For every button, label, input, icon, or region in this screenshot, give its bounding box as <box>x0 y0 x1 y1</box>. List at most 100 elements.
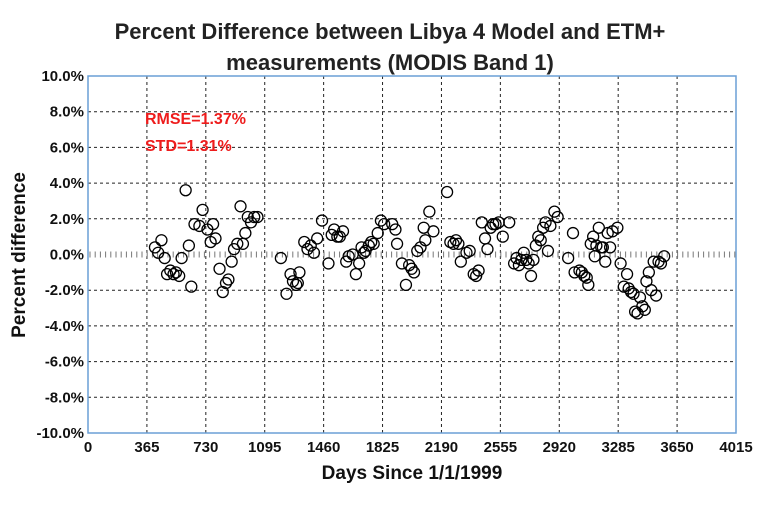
chart-title-line1: Percent Difference between Libya 4 Model… <box>115 19 666 44</box>
data-point <box>544 219 557 233</box>
data-point <box>527 253 540 267</box>
y-tick-label: 10.0% <box>41 68 84 85</box>
data-point <box>222 273 235 286</box>
data-point <box>284 267 297 281</box>
data-point <box>175 251 188 265</box>
data-point <box>293 266 306 279</box>
std-annotation: STD=1.31% <box>145 138 232 155</box>
y-axis-label: Percent difference <box>9 172 30 338</box>
data-point <box>169 266 183 279</box>
data-point <box>322 257 335 270</box>
data-point <box>280 287 293 300</box>
data-point <box>427 225 440 238</box>
data-point <box>478 232 492 245</box>
data-point <box>496 230 509 243</box>
data-point <box>638 303 651 316</box>
data-point <box>582 278 595 291</box>
x-tick-label: 4015 <box>719 439 752 456</box>
data-point <box>447 237 460 250</box>
y-tick-label: 6.0% <box>50 139 84 156</box>
x-tick-label: 3650 <box>660 439 693 456</box>
y-tick-label: -8.0% <box>45 389 84 406</box>
data-point <box>219 276 233 290</box>
data-point <box>298 235 311 249</box>
data-point <box>536 221 550 234</box>
data-point <box>173 269 186 283</box>
data-point <box>658 250 671 263</box>
x-tick-label: 0 <box>84 439 92 456</box>
plot-area-border <box>87 75 737 434</box>
data-point <box>534 234 547 247</box>
data-point <box>355 241 368 254</box>
data-point <box>231 237 244 250</box>
y-tick-label: 8.0% <box>50 104 84 121</box>
data-point <box>325 228 338 242</box>
data-point <box>603 241 617 254</box>
data-point <box>378 218 391 231</box>
x-tick-label: 1460 <box>307 439 340 456</box>
data-point <box>274 251 288 265</box>
data-point <box>620 267 634 281</box>
data-point <box>633 291 647 304</box>
data-point <box>216 285 229 299</box>
data-point <box>315 214 329 227</box>
data-point <box>599 255 612 268</box>
data-point <box>340 255 353 268</box>
y-tick-label: -10.0% <box>36 425 84 442</box>
data-point <box>566 226 580 240</box>
data-point <box>551 210 564 224</box>
y-tick-label: 0.0% <box>50 247 84 264</box>
data-point <box>587 230 600 243</box>
data-point <box>209 232 222 245</box>
data-point <box>196 203 209 217</box>
data-point <box>167 267 180 281</box>
data-point <box>374 214 388 227</box>
data-point <box>649 289 663 302</box>
data-point <box>642 266 655 279</box>
data-point <box>470 269 483 283</box>
data-point <box>411 244 424 258</box>
y-tick-label: -6.0% <box>45 354 84 371</box>
x-axis-label: Days Since 1/1/1999 <box>322 463 503 484</box>
data-point <box>367 237 380 250</box>
data-point <box>193 219 206 233</box>
data-point <box>614 257 627 270</box>
data-point <box>517 246 530 259</box>
data-point <box>248 210 261 224</box>
data-point <box>481 242 494 256</box>
data-point <box>647 255 660 268</box>
data-point <box>596 241 609 254</box>
data-point <box>311 232 324 245</box>
x-axis-ticks: 0 365 730 1095 1460 1825 2190 2555 2920 3285 3650 4… <box>84 439 753 456</box>
data-point <box>561 251 575 265</box>
data-point <box>290 278 303 291</box>
data-point <box>405 262 418 275</box>
data-point <box>239 226 252 240</box>
data-point <box>611 221 624 234</box>
x-tick-label: 2920 <box>543 439 576 456</box>
data-point <box>349 267 363 281</box>
data-point <box>423 205 436 218</box>
data-point <box>158 251 171 265</box>
data-point <box>454 255 467 268</box>
rmse-annotation: RMSE=1.37% <box>145 111 246 128</box>
data-point <box>472 264 485 277</box>
data-point <box>304 239 317 252</box>
data-point <box>352 257 366 270</box>
data-point <box>524 269 538 283</box>
x-tick-label: 3285 <box>601 439 634 456</box>
data-point <box>624 285 638 299</box>
data-point <box>449 234 463 247</box>
x-tick-label: 365 <box>134 439 159 456</box>
data-point <box>307 246 321 259</box>
data-point <box>452 237 465 250</box>
x-tick-label: 2190 <box>425 439 458 456</box>
data-point <box>389 223 402 236</box>
y-tick-label: -4.0% <box>45 318 84 335</box>
data-point <box>213 262 226 275</box>
data-point <box>515 253 528 267</box>
data-point <box>503 216 516 229</box>
data-point <box>206 218 220 231</box>
x-tick-label: 2555 <box>484 439 517 456</box>
